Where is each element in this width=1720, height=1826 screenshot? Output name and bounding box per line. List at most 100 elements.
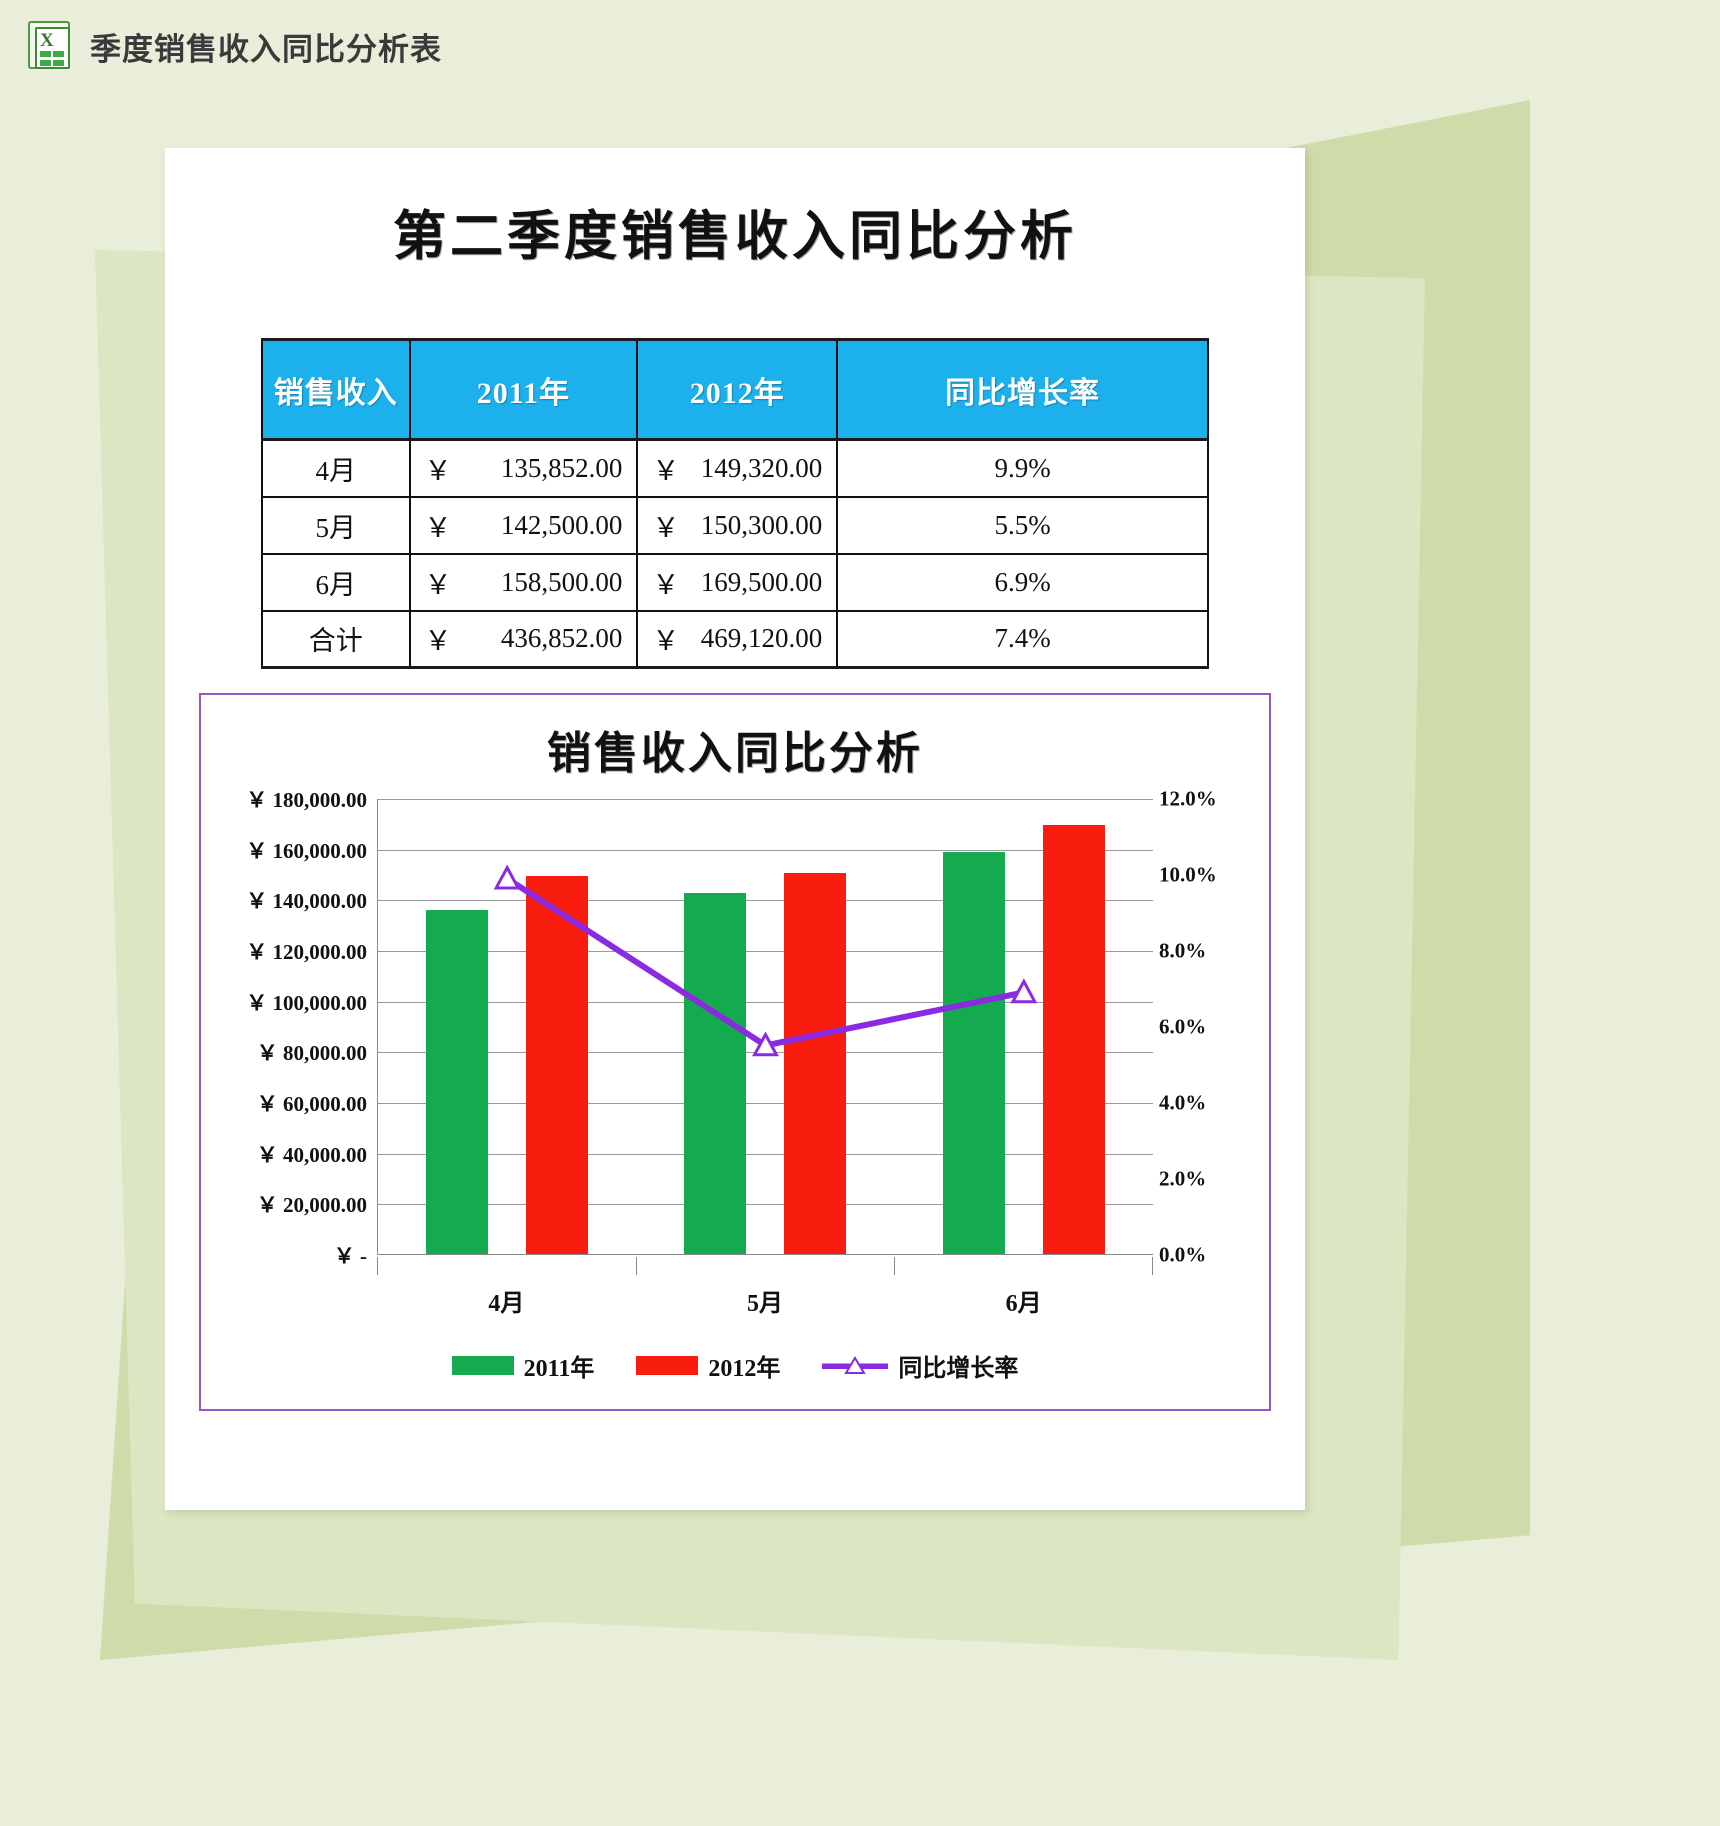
x-axis-tick	[635, 1257, 637, 1275]
gridline	[378, 1153, 1153, 1155]
x-axis-tick-label: 6月	[1005, 1291, 1042, 1317]
bar-2012	[1042, 824, 1105, 1254]
gridline	[378, 951, 1153, 952]
legend-swatch-red	[636, 1356, 699, 1375]
legend-label: 同比增长率	[898, 1356, 1019, 1382]
table-row-total: 合计 ￥ 436,852.00 ￥ 469,120.00 7.4%	[261, 610, 1209, 669]
gridline	[378, 1001, 1153, 1003]
y-axis-tick-label: ￥ 120,000.00	[246, 940, 367, 964]
legend-item-2012: 2012年	[636, 1348, 780, 1383]
window-titlebar: X 季度销售收入同比分析表	[0, 0, 1720, 92]
cell-growth: 6.9%	[836, 553, 1209, 612]
y2-axis-tick-label: 10.0%	[1159, 862, 1217, 887]
column-header-2012: 2012年	[636, 338, 839, 441]
bar-groups	[378, 799, 1153, 1254]
document-sheet: 第二季度销售收入同比分析 销售收入 2011年 2012年 同比增长率 4月 ￥…	[165, 148, 1305, 1510]
bar-group	[636, 799, 894, 1254]
bar-2011	[426, 909, 489, 1254]
cell-month: 4月	[261, 439, 411, 498]
y-axis-tick-label: ￥ 80,000.00	[256, 1041, 367, 1066]
y-axis-tick-label: ￥ 140,000.00	[246, 889, 367, 914]
y-axis-tick-label: ￥ 20,000.00	[256, 1193, 367, 1218]
window-title: 季度销售收入同比分析表	[90, 31, 442, 67]
gridline	[378, 1204, 1153, 1206]
gridline	[378, 900, 1153, 902]
bar-group	[895, 799, 1153, 1254]
x-axis-tick-label: 5月	[747, 1291, 783, 1317]
page-title: 第二季度销售收入同比分析	[393, 208, 1077, 266]
table-row: 4月 ￥ 135,852.00 ￥ 149,320.00 9.9%	[261, 439, 1209, 498]
x-axis-tick-label: 4月	[488, 1291, 525, 1317]
x-axis-tick	[377, 1257, 378, 1275]
y2-axis-tick-label: 4.0%	[1159, 1090, 1207, 1115]
y2-axis-tick-label: 8.0%	[1159, 938, 1207, 963]
legend-label: 2012年	[708, 1356, 781, 1382]
cell-growth: 5.5%	[836, 496, 1209, 555]
cell-2012: ￥ 169,500.00	[636, 553, 839, 612]
currency-symbol: ￥	[652, 455, 680, 486]
y2-axis-tick-label: 12.0%	[1159, 786, 1217, 811]
sales-table: 销售收入 2011年 2012年 同比增长率 4月 ￥ 135,852.00 ￥	[261, 338, 1209, 669]
y-axis-right: 0.0% 2.0% 4.0% 6.0% 8.0% 10.0% 12.0%	[1149, 787, 1269, 1267]
chart-legend: 2011年 2012年 同比增长率	[201, 1348, 1269, 1383]
table-row: 5月 ￥ 142,500.00 ￥ 150,300.00 5.5%	[261, 496, 1209, 555]
y2-axis-tick-label: 0.0%	[1159, 1242, 1207, 1267]
legend-item-2011: 2011年	[451, 1348, 595, 1383]
x-axis-tick	[894, 1257, 896, 1275]
excel-icon: X	[28, 21, 72, 71]
y-axis-tick-label: ￥ 100,000.00	[246, 990, 367, 1015]
cell-2011: ￥ 135,852.00	[408, 439, 639, 498]
cell-2011: ￥ 142,500.00	[408, 496, 639, 555]
y-axis-tick-label: ￥ 40,000.00	[256, 1142, 367, 1167]
cell-month: 5月	[261, 496, 411, 555]
cell-2012: ￥ 150,300.00	[636, 496, 839, 555]
legend-swatch-green	[451, 1356, 514, 1375]
column-header-item: 销售收入	[261, 338, 411, 441]
table-header-row: 销售收入 2011年 2012年 同比增长率	[261, 338, 1209, 441]
x-axis-tick	[1152, 1257, 1153, 1275]
cell-value: 469,120.00	[700, 623, 823, 654]
currency-symbol: ￥	[652, 569, 680, 600]
chart-plot-area: ￥ - ￥ 20,000.00 ￥ 40,000.00 ￥ 60,000.00 ￥ 80…	[201, 787, 1269, 1318]
y-axis-tick-label: ￥ 180,000.00	[246, 788, 367, 812]
chart-title: 销售收入同比分析	[547, 729, 923, 778]
cell-2011: ￥ 158,500.00	[408, 553, 639, 612]
bar-2011	[684, 893, 747, 1254]
cell-2011: ￥ 436,852.00	[408, 610, 639, 669]
legend-swatch-line-marker	[822, 1355, 889, 1376]
cell-value: 436,852.00	[500, 623, 623, 654]
y-axis-left: ￥ - ￥ 20,000.00 ￥ 40,000.00 ￥ 60,000.00 ￥ 80…	[201, 788, 373, 1268]
currency-symbol: ￥	[424, 569, 452, 600]
y-axis-tick-label: ￥ 60,000.00	[256, 1092, 367, 1116]
column-header-growth: 同比增长率	[836, 338, 1209, 441]
column-header-2011: 2011年	[408, 338, 639, 441]
currency-symbol: ￥	[652, 626, 680, 657]
cell-month: 合计	[261, 610, 411, 669]
plot-region	[377, 799, 1153, 1255]
cell-growth: 9.9%	[836, 439, 1209, 498]
y2-axis-tick-label: 6.0%	[1159, 1014, 1207, 1039]
bar-2011	[942, 852, 1005, 1254]
currency-symbol: ￥	[424, 626, 452, 657]
gridline	[378, 849, 1153, 851]
legend-label: 2011年	[523, 1356, 595, 1382]
cell-2012: ￥ 469,120.00	[636, 610, 839, 669]
cell-value: 135,852.00	[500, 452, 623, 483]
chart-panel: 销售收入同比分析 ￥ - ￥ 20,000.00 ￥ 40,000.00 ￥ 60,0…	[199, 693, 1271, 1411]
bar-2012	[784, 873, 847, 1254]
cell-value: 142,500.00	[500, 509, 623, 540]
cell-month: 6月	[261, 553, 411, 612]
gridline	[378, 799, 1153, 800]
bar-2012	[526, 875, 589, 1254]
cell-value: 150,300.00	[700, 509, 823, 540]
x-axis: 4月 5月 6月	[377, 1257, 1153, 1318]
y-axis-tick-label: ￥ -	[333, 1244, 367, 1268]
cell-growth: 7.4%	[836, 610, 1209, 669]
currency-symbol: ￥	[424, 512, 452, 543]
cell-value: 169,500.00	[700, 566, 823, 597]
currency-symbol: ￥	[652, 512, 680, 543]
y-axis-tick-label: ￥ 160,000.00	[246, 838, 367, 863]
currency-symbol: ￥	[424, 455, 452, 486]
cell-2012: ￥ 149,320.00	[636, 439, 839, 498]
gridline	[378, 1052, 1153, 1054]
